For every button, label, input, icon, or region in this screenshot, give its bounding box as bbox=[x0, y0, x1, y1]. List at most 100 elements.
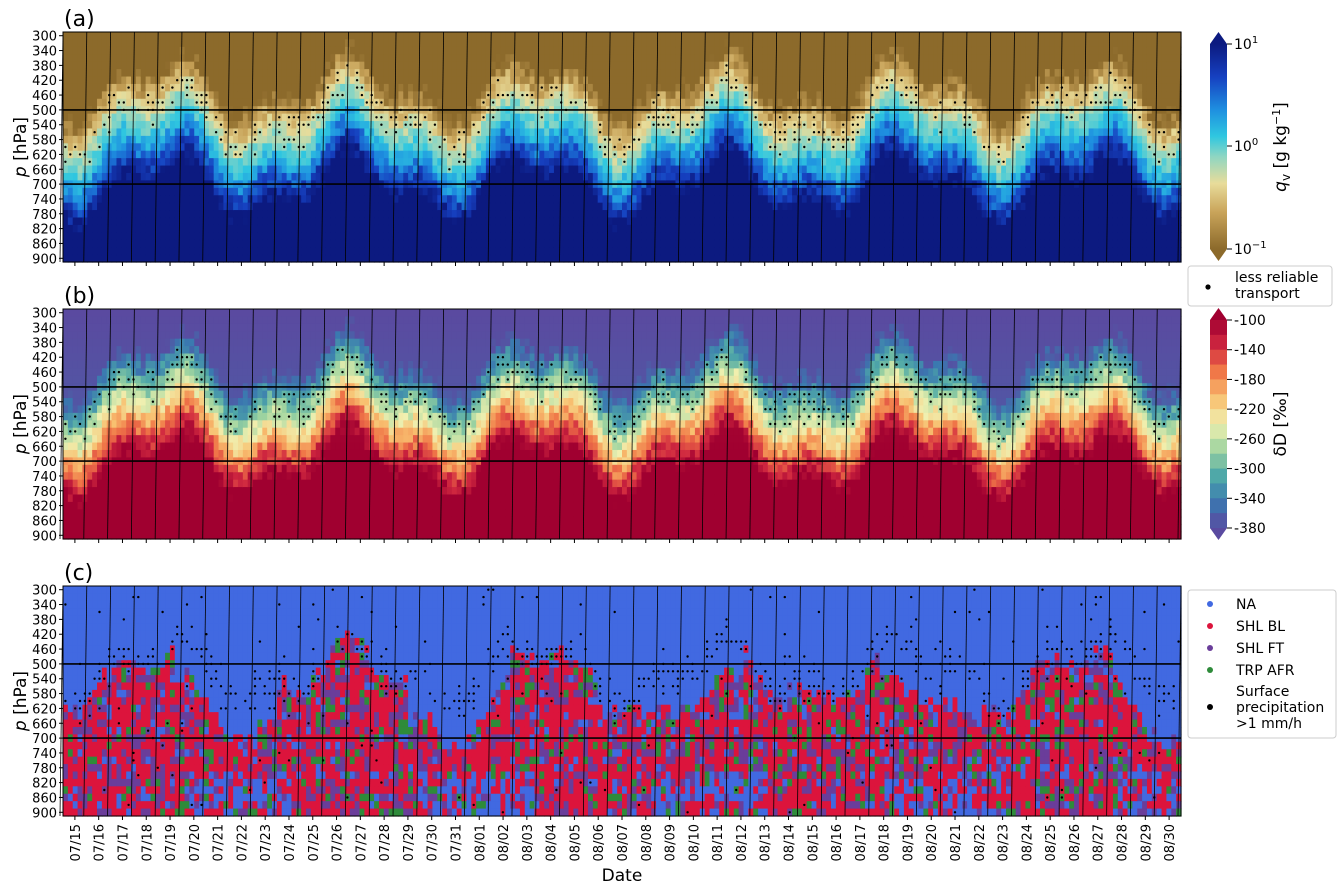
heatmap-cell bbox=[150, 113, 156, 122]
heatmap-cell bbox=[145, 158, 152, 167]
heatmap-cell bbox=[281, 83, 288, 92]
heatmap-cell bbox=[831, 172, 837, 181]
heatmap-cell bbox=[417, 143, 424, 152]
heatmap-cell bbox=[97, 158, 103, 167]
heatmap-cell bbox=[714, 150, 720, 159]
heatmap-cell bbox=[558, 172, 565, 181]
heatmap-cell bbox=[597, 32, 604, 41]
heatmap-cell bbox=[388, 69, 395, 78]
heatmap-cell bbox=[801, 224, 808, 233]
heatmap-cell bbox=[704, 150, 711, 159]
heatmap-cell bbox=[607, 98, 613, 107]
heatmap-cell bbox=[325, 217, 331, 226]
heatmap-cell bbox=[578, 210, 584, 219]
heatmap-cell bbox=[451, 121, 458, 130]
heatmap-cell bbox=[155, 232, 161, 241]
heatmap-cell bbox=[257, 254, 263, 263]
heatmap-cell bbox=[549, 165, 555, 174]
heatmap-cell bbox=[228, 195, 234, 204]
heatmap-cell bbox=[228, 254, 234, 263]
heatmap-cell bbox=[670, 187, 677, 196]
heatmap-cell bbox=[291, 202, 297, 211]
heatmap-cell bbox=[310, 46, 317, 55]
heatmap-cell bbox=[636, 210, 643, 219]
heatmap-cell bbox=[199, 143, 205, 152]
heatmap-cell bbox=[806, 98, 813, 107]
heatmap-cell bbox=[408, 32, 414, 41]
heatmap-cell bbox=[320, 195, 327, 204]
heatmap-cell bbox=[792, 54, 798, 63]
heatmap-cell bbox=[140, 135, 147, 144]
heatmap-cell bbox=[242, 150, 249, 159]
heatmap-cell bbox=[422, 254, 429, 263]
heatmap-cell bbox=[121, 202, 127, 211]
heatmap-cell bbox=[801, 83, 808, 92]
heatmap-cell bbox=[301, 172, 307, 181]
heatmap-cell bbox=[330, 61, 336, 70]
heatmap-cell bbox=[155, 135, 161, 144]
heatmap-cell bbox=[602, 46, 609, 55]
heatmap-cell bbox=[724, 98, 730, 107]
heatmap-cell bbox=[787, 150, 793, 159]
heatmap-cell bbox=[481, 143, 487, 152]
heatmap-cell bbox=[194, 46, 200, 55]
heatmap-cell bbox=[709, 121, 715, 130]
heatmap-cell bbox=[782, 46, 788, 55]
heatmap-cell bbox=[184, 195, 190, 204]
heatmap-cell bbox=[126, 195, 132, 204]
heatmap-cell bbox=[276, 202, 283, 211]
heatmap-cell bbox=[140, 83, 147, 92]
heatmap-cell bbox=[437, 98, 443, 107]
heatmap-cell bbox=[675, 54, 681, 63]
heatmap-cell bbox=[578, 76, 584, 85]
heatmap-cell bbox=[617, 32, 623, 41]
heatmap-cell bbox=[787, 39, 793, 48]
heatmap-cell bbox=[743, 113, 749, 122]
heatmap-cell bbox=[753, 135, 759, 144]
heatmap-cell bbox=[291, 83, 297, 92]
heatmap-cell bbox=[398, 210, 404, 219]
heatmap-cell bbox=[665, 224, 672, 233]
heatmap-cell bbox=[97, 210, 103, 219]
heatmap-cell bbox=[340, 76, 346, 85]
heatmap-cell bbox=[636, 247, 643, 256]
heatmap-cell bbox=[699, 98, 706, 107]
heatmap-cell bbox=[432, 210, 438, 219]
heatmap-cell bbox=[325, 172, 331, 181]
heatmap-cell bbox=[383, 254, 390, 263]
heatmap-cell bbox=[563, 135, 570, 144]
heatmap-cell bbox=[680, 247, 686, 256]
heatmap-cell bbox=[262, 158, 268, 167]
heatmap-cell bbox=[194, 54, 200, 63]
heatmap-cell bbox=[437, 224, 443, 233]
heatmap-cell bbox=[622, 232, 628, 241]
heatmap-cell bbox=[203, 135, 210, 144]
heatmap-cell bbox=[656, 83, 662, 92]
heatmap-cell bbox=[408, 232, 414, 241]
heatmap-cell bbox=[213, 187, 220, 196]
heatmap-cell bbox=[544, 202, 550, 211]
heatmap-cell bbox=[772, 76, 779, 85]
heatmap-cell bbox=[490, 32, 497, 41]
heatmap-cell bbox=[772, 39, 779, 48]
heatmap-cell bbox=[573, 143, 579, 152]
heatmap-cell bbox=[242, 61, 249, 70]
heatmap-cell bbox=[364, 69, 370, 78]
heatmap-cell bbox=[495, 46, 502, 55]
heatmap-cell bbox=[821, 187, 827, 196]
heatmap-cell bbox=[349, 135, 356, 144]
heatmap-cell bbox=[437, 247, 443, 256]
heatmap-cell bbox=[568, 254, 574, 263]
heatmap-cell bbox=[505, 135, 511, 144]
heatmap-cell bbox=[247, 165, 254, 174]
heatmap-cell bbox=[578, 91, 584, 100]
heatmap-cell bbox=[656, 224, 662, 233]
heatmap-cell bbox=[461, 32, 468, 41]
heatmap-cell bbox=[733, 69, 740, 78]
heatmap-cell bbox=[675, 76, 681, 85]
heatmap-cell bbox=[145, 217, 152, 226]
heatmap-cell bbox=[67, 239, 74, 248]
heatmap-cell bbox=[72, 98, 79, 107]
heatmap-cell bbox=[228, 172, 234, 181]
heatmap-cell bbox=[476, 232, 482, 241]
